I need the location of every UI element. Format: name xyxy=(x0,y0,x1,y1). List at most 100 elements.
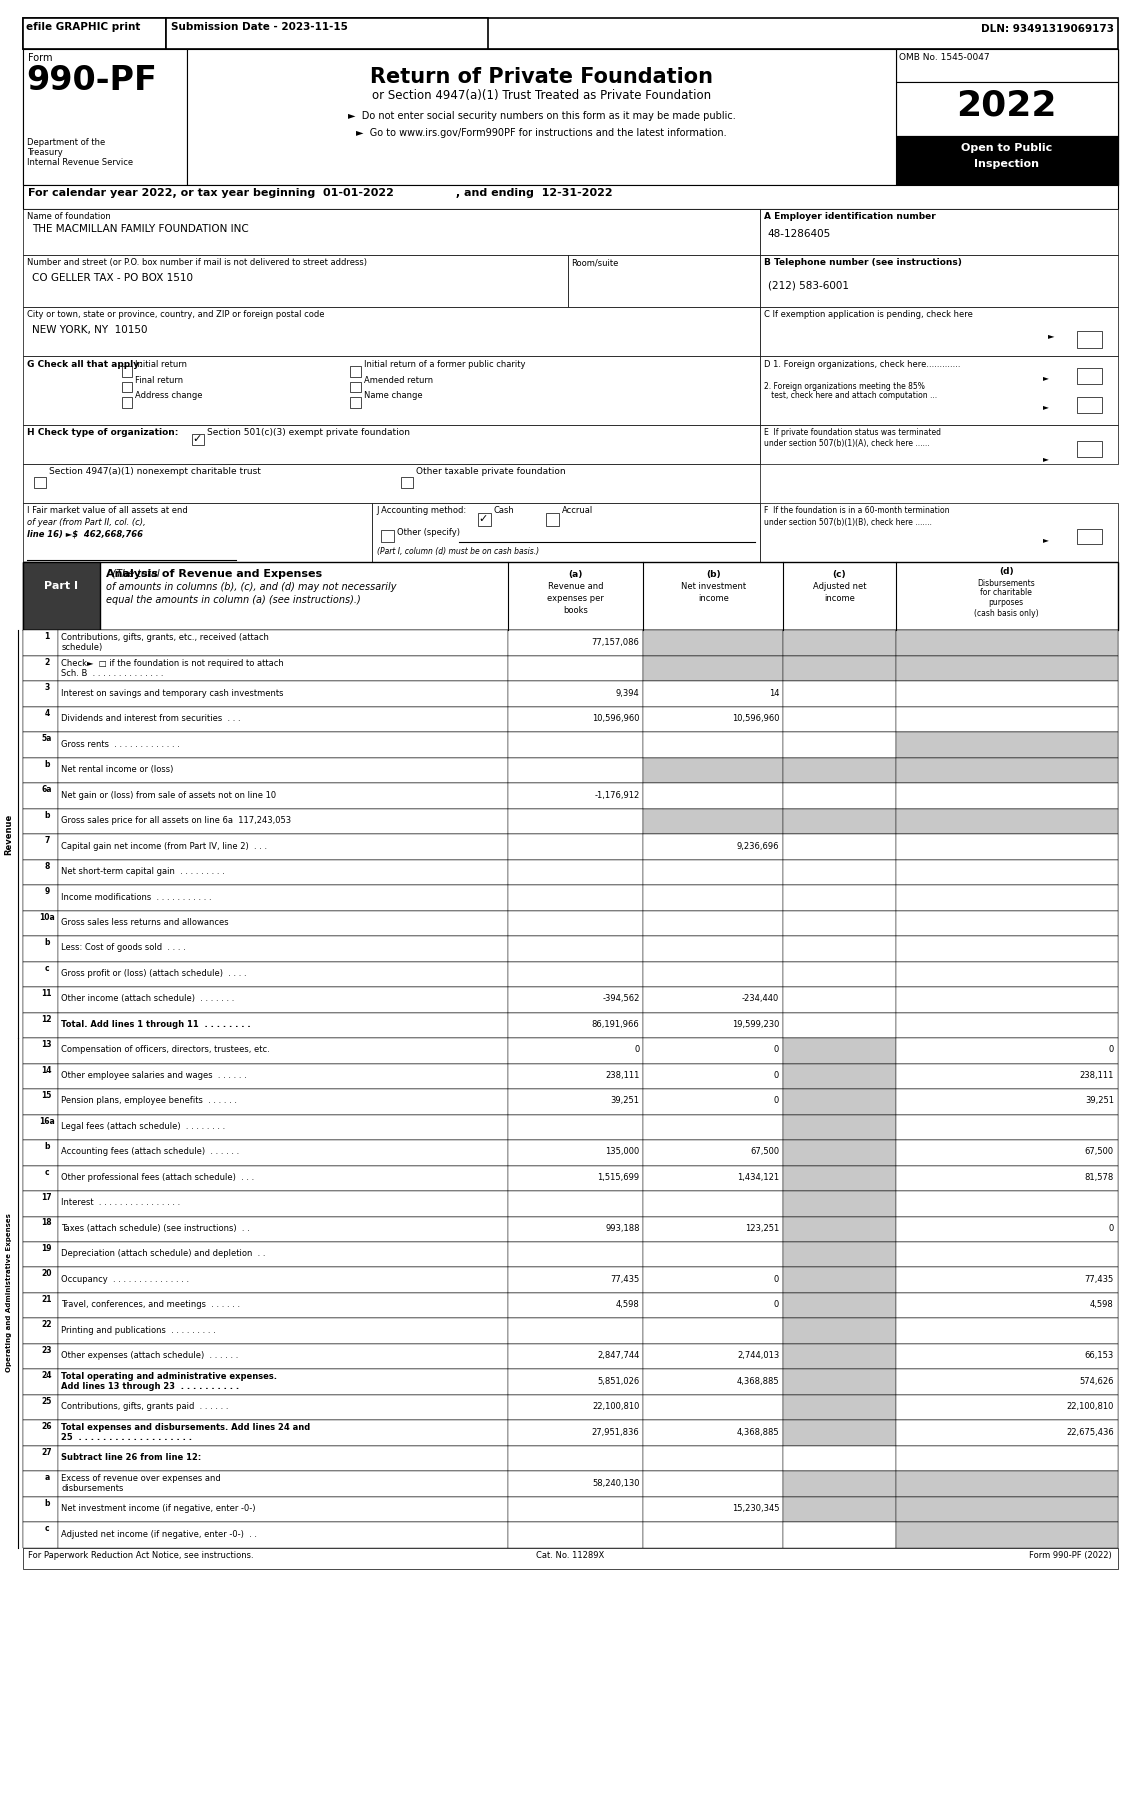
Text: Initial return: Initial return xyxy=(135,360,187,369)
Bar xyxy=(23,1012,58,1037)
Bar xyxy=(58,912,508,937)
Bar xyxy=(784,859,895,885)
Text: 238,111: 238,111 xyxy=(605,1072,639,1081)
Bar xyxy=(23,732,1118,759)
Text: 2. Foreign organizations meeting the 85%: 2. Foreign organizations meeting the 85% xyxy=(763,381,925,390)
Bar xyxy=(23,424,760,464)
Bar xyxy=(23,1190,1118,1217)
Text: 4,368,885: 4,368,885 xyxy=(736,1428,779,1437)
Text: test, check here and attach computation ...: test, check here and attach computation … xyxy=(763,392,937,401)
Text: 27,951,836: 27,951,836 xyxy=(592,1428,639,1437)
Bar xyxy=(508,1190,644,1217)
Text: 10a: 10a xyxy=(40,913,54,922)
Bar xyxy=(23,1293,58,1318)
Text: c: c xyxy=(44,1525,50,1534)
Bar xyxy=(784,1140,895,1165)
Bar xyxy=(895,962,1118,987)
Bar xyxy=(23,1037,58,1064)
Bar xyxy=(58,1523,508,1548)
Bar xyxy=(23,1242,58,1268)
Text: income: income xyxy=(824,593,855,602)
Bar xyxy=(23,1090,58,1115)
Bar xyxy=(23,503,371,563)
Bar xyxy=(23,1115,58,1140)
Bar xyxy=(23,1548,1118,1570)
Text: Name of foundation: Name of foundation xyxy=(27,212,111,221)
Text: Adjusted net income (if negative, enter -0-)  . .: Adjusted net income (if negative, enter … xyxy=(61,1530,257,1539)
Text: 22,100,810: 22,100,810 xyxy=(1067,1402,1114,1411)
Bar xyxy=(644,1268,784,1293)
Text: b: b xyxy=(44,761,50,770)
Bar xyxy=(895,759,1118,784)
Bar xyxy=(644,1012,784,1037)
Text: ►: ► xyxy=(1043,403,1049,412)
Bar xyxy=(58,1318,508,1343)
Text: 3: 3 xyxy=(44,683,50,692)
Bar xyxy=(58,784,508,809)
Text: Gross sales less returns and allowances: Gross sales less returns and allowances xyxy=(61,919,229,928)
Bar xyxy=(23,1090,1118,1115)
Text: Net short-term capital gain  . . . . . . . . .: Net short-term capital gain . . . . . . … xyxy=(61,867,225,876)
Bar xyxy=(895,1090,1118,1115)
Text: F  If the foundation is in a 60-month termination: F If the foundation is in a 60-month ter… xyxy=(763,505,949,514)
Bar xyxy=(508,1090,644,1115)
Bar xyxy=(23,1115,1118,1140)
Bar xyxy=(508,1395,644,1420)
Text: Address change: Address change xyxy=(135,392,202,401)
Bar xyxy=(58,1115,508,1140)
Bar xyxy=(508,1012,644,1037)
Bar xyxy=(23,912,1118,937)
Text: Travel, conferences, and meetings  . . . . . .: Travel, conferences, and meetings . . . … xyxy=(61,1300,240,1309)
Bar xyxy=(192,433,204,446)
Bar xyxy=(23,1268,58,1293)
Text: 990-PF: 990-PF xyxy=(26,65,157,97)
Bar xyxy=(644,1395,784,1420)
Text: 66,153: 66,153 xyxy=(1085,1350,1114,1359)
Text: 19: 19 xyxy=(42,1244,52,1253)
Text: 6a: 6a xyxy=(42,786,52,795)
Bar xyxy=(784,1370,895,1395)
Text: Return of Private Foundation: Return of Private Foundation xyxy=(370,67,714,86)
Bar xyxy=(644,962,784,987)
Bar xyxy=(644,937,784,962)
Bar xyxy=(644,987,784,1012)
Bar xyxy=(58,1012,508,1037)
Bar xyxy=(23,885,1118,912)
Bar xyxy=(23,1496,1118,1523)
Bar xyxy=(122,381,132,392)
Text: 8: 8 xyxy=(44,861,50,870)
Bar xyxy=(508,1471,644,1496)
Bar xyxy=(58,1370,508,1395)
Bar xyxy=(508,912,644,937)
Bar xyxy=(23,1395,1118,1420)
Bar xyxy=(23,464,760,503)
Bar xyxy=(23,834,1118,859)
Bar xyxy=(784,1217,895,1242)
Text: ►: ► xyxy=(1043,372,1049,381)
Bar xyxy=(784,1037,895,1064)
Text: Initial return of a former public charity: Initial return of a former public charit… xyxy=(364,360,525,369)
Bar xyxy=(58,1293,508,1318)
Bar xyxy=(784,937,895,962)
Bar xyxy=(895,1190,1118,1217)
Bar xyxy=(644,809,784,834)
Text: Check►  □ if the foundation is not required to attach: Check► □ if the foundation is not requir… xyxy=(61,658,285,667)
Text: 0: 0 xyxy=(1109,1224,1114,1233)
Bar xyxy=(58,656,508,681)
Text: Amended return: Amended return xyxy=(364,376,434,385)
Bar xyxy=(58,1090,508,1115)
Bar xyxy=(23,1496,58,1523)
Bar xyxy=(508,1318,644,1343)
Bar xyxy=(895,681,1118,707)
Text: 4,598: 4,598 xyxy=(615,1300,639,1309)
Text: 25  . . . . . . . . . . . . . . . . . . .: 25 . . . . . . . . . . . . . . . . . . . xyxy=(61,1433,192,1442)
Text: Subtract line 26 from line 12:: Subtract line 26 from line 12: xyxy=(61,1453,202,1462)
Text: Cat. No. 11289X: Cat. No. 11289X xyxy=(535,1550,604,1559)
Text: Gross profit or (loss) (attach schedule)  . . . .: Gross profit or (loss) (attach schedule)… xyxy=(61,969,247,978)
Bar xyxy=(508,1217,644,1242)
Text: 15: 15 xyxy=(42,1091,52,1100)
Bar xyxy=(784,707,895,732)
Bar xyxy=(23,656,58,681)
Text: Accrual: Accrual xyxy=(562,505,593,514)
Text: 0: 0 xyxy=(774,1300,779,1309)
